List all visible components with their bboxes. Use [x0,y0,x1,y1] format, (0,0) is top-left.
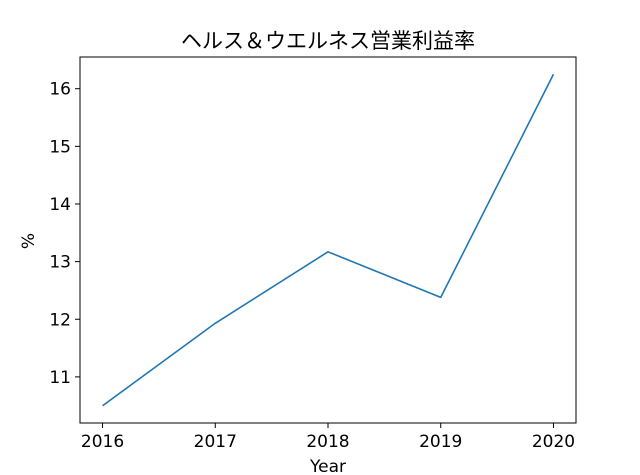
x-tick-label: 2016 [81,432,124,452]
y-tick-label: 11 [49,368,71,388]
x-tick-label: 2017 [194,432,237,452]
y-tick-label: 14 [49,195,71,215]
x-tick-label: 2019 [419,432,462,452]
chart-title: ヘルス＆ウエルネス営業利益率 [181,29,475,53]
x-axis-label: Year [309,457,346,475]
x-tick-label: 2020 [532,432,575,452]
series-layer [102,73,555,407]
y-tick-label: 13 [49,253,71,273]
y-tick-label: 15 [49,137,71,157]
y-axis-label: % [19,233,39,249]
y-tick-label: 12 [49,310,71,330]
x-axis: 2016 2017 2018 2019 2020 [81,423,575,452]
y-tick-label: 16 [49,80,71,100]
series-line [102,73,555,407]
x-tick-label: 2018 [306,432,349,452]
y-axis: 11 12 13 14 15 16 [49,80,80,388]
